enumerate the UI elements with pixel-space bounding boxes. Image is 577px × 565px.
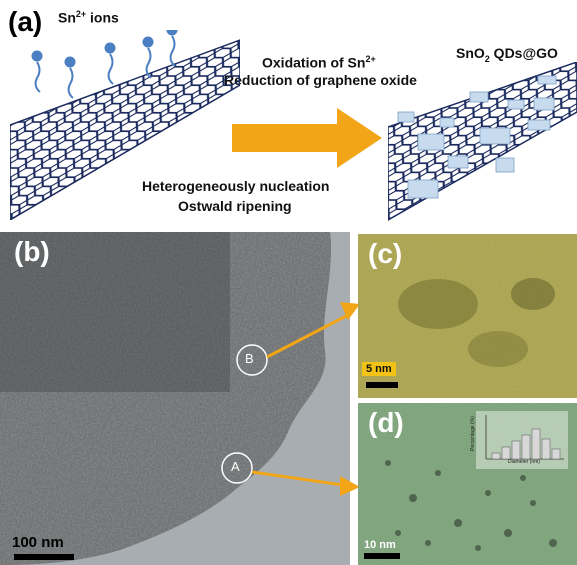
histogram-bar <box>531 428 541 460</box>
sn-ions-label: Sn2+ ions <box>58 9 119 26</box>
sn-ions-sup: 2+ <box>75 9 87 19</box>
panel-d-scale-label: 10 nm <box>364 539 396 551</box>
sn-ions-suffix: ions <box>86 9 119 26</box>
panel-a-label: (a) <box>8 6 43 37</box>
ripening-text: Ostwald ripening <box>178 198 292 214</box>
reduction-text: Reduction of graphene oxide <box>224 72 417 88</box>
oxidation-text-main: Oxidation of Sn <box>262 54 366 71</box>
region-b-marker: B <box>245 351 254 366</box>
panel-b-tem-image: (b) B A 100 nm <box>0 232 350 565</box>
quantum-dot-particles <box>385 460 557 551</box>
oxidation-text: Oxidation of Sn2+ <box>262 54 376 71</box>
tem-micrograph <box>0 232 350 565</box>
product-prefix: SnO <box>456 45 485 61</box>
histogram-bar <box>501 446 511 460</box>
graphene-sheet-right <box>388 62 577 221</box>
sn-ion-icons <box>31 30 178 99</box>
sno2-qd-icons <box>397 75 557 199</box>
arrowhead-to-d-icon <box>340 476 360 496</box>
product-label: SnO2 QDs@GO <box>456 45 558 64</box>
oxidation-sup: 2+ <box>365 54 376 64</box>
histogram-bar <box>521 434 531 460</box>
histogram-bar <box>491 452 501 460</box>
panel-c-hrtem-image: (c) 5 nm <box>358 234 577 398</box>
product-suffix: QDs@GO <box>489 45 558 61</box>
panel-d-tem-image: (d) Percentage (%) Diameter (nm) 10 nm <box>358 403 577 565</box>
size-histogram-inset <box>476 411 568 469</box>
panel-c-scale-label: 5 nm <box>362 362 396 376</box>
panel-a-schematic: (a) Sn2+ ions Oxidation of Sn2+ Reductio… <box>0 0 577 232</box>
panel-b-label: (b) <box>14 236 50 267</box>
process-arrow-icon <box>232 108 382 168</box>
panel-d-label: (d) <box>368 407 404 438</box>
panel-c-label: (c) <box>368 238 403 269</box>
histogram-bar <box>551 448 561 460</box>
histogram-ylabel: Percentage (%) <box>470 416 476 451</box>
product-sub: 2 <box>484 53 490 64</box>
sn-ions-text: Sn <box>58 9 76 26</box>
region-a-marker: A <box>231 459 240 474</box>
qd-dispersion-image <box>358 403 577 565</box>
arrowhead-to-c-icon <box>340 302 360 320</box>
nucleation-text: Heterogeneously nucleation <box>142 178 330 194</box>
histogram-bar <box>511 440 521 460</box>
histogram-bar <box>541 438 551 460</box>
graphene-sheet-left <box>10 30 240 220</box>
panel-b-scale-label: 100 nm <box>12 534 64 551</box>
histogram-xlabel: Diameter (nm) <box>508 459 540 465</box>
hrtem-lattice <box>358 234 577 398</box>
